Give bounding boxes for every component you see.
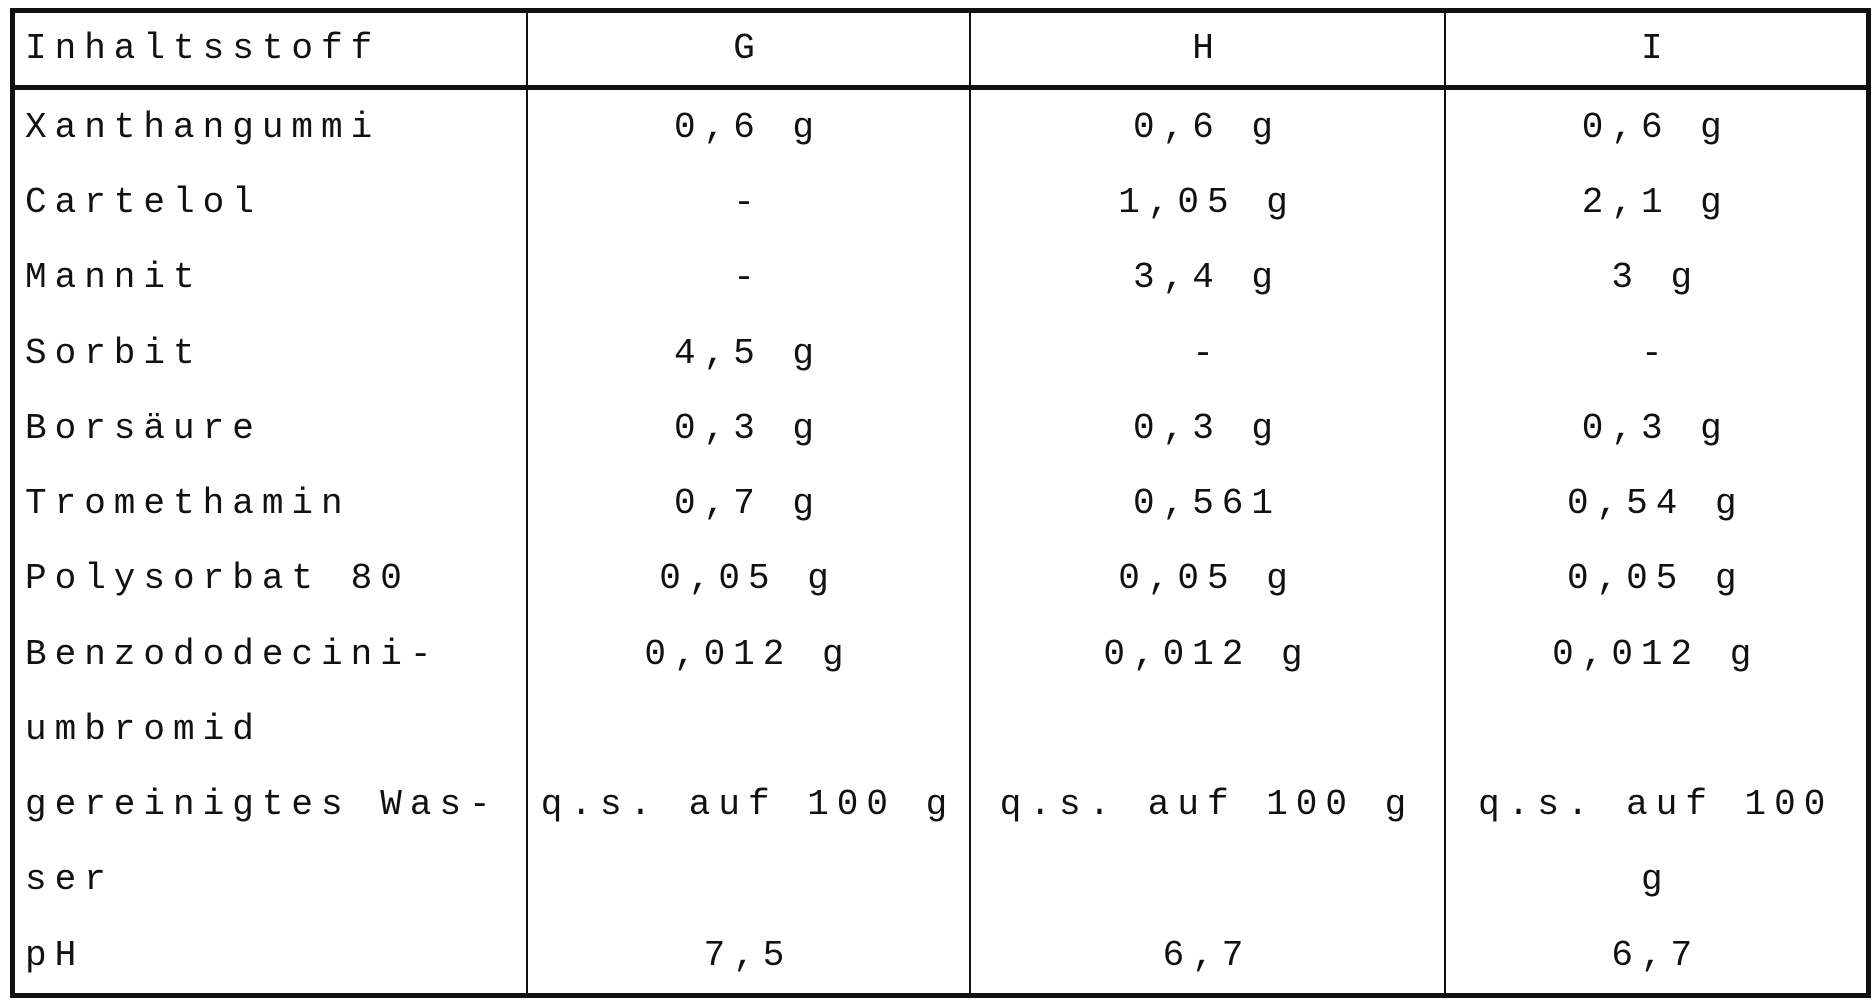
table-row: Benzododecini- umbromid0,012 g0,012 g0,0… [13,617,1869,767]
value-cell: 0,54 g [1445,466,1869,541]
value-cell: 6,7 [970,918,1445,996]
value-cell: 0,6 g [970,88,1445,166]
value-cell: 7,5 [527,918,970,996]
page: InhaltsstoffGHI Xanthangummi0,6 g0,6 g0,… [0,0,1876,1004]
value-cell: 0,012 g [527,617,970,767]
value-cell: 0,012 g [970,617,1445,767]
ingredient-cell: gereinigtes Was- ser [13,767,527,917]
table-row: pH7,56,76,7 [13,918,1869,996]
value-cell: - [1445,316,1869,391]
ingredient-cell: Tromethamin [13,466,527,541]
value-cell: 0,05 g [527,541,970,616]
value-cell: 6,7 [1445,918,1869,996]
value-cell: 0,3 g [970,391,1445,466]
ingredient-cell: Benzododecini- umbromid [13,617,527,767]
value-cell: 0,561 [970,466,1445,541]
ingredient-cell: pH [13,918,527,996]
value-cell: 1,05 g [970,165,1445,240]
value-cell: 2,1 g [1445,165,1869,240]
value-cell: 3 g [1445,240,1869,315]
ingredients-table: InhaltsstoffGHI Xanthangummi0,6 g0,6 g0,… [10,8,1871,998]
ingredient-cell: Cartelol [13,165,527,240]
header-cell: G [527,11,970,88]
value-cell: q.s. auf 100 g [527,767,970,917]
value-cell: q.s. auf 100 g [1445,767,1869,917]
ingredient-cell: Mannit [13,240,527,315]
value-cell: - [970,316,1445,391]
value-cell: q.s. auf 100 g [970,767,1445,917]
value-cell: 0,6 g [1445,88,1869,166]
table-row: Xanthangummi0,6 g0,6 g0,6 g [13,88,1869,166]
table-body: Xanthangummi0,6 g0,6 g0,6 gCartelol-1,05… [13,88,1869,996]
table-row: gereinigtes Was- serq.s. auf 100 gq.s. a… [13,767,1869,917]
header-cell: Inhaltsstoff [13,11,527,88]
header-cell: I [1445,11,1869,88]
table-row: Sorbit4,5 g-- [13,316,1869,391]
header-cell: H [970,11,1445,88]
ingredient-cell: Xanthangummi [13,88,527,166]
value-cell: 4,5 g [527,316,970,391]
ingredient-cell: Sorbit [13,316,527,391]
table-row: Cartelol-1,05 g2,1 g [13,165,1869,240]
value-cell: - [527,165,970,240]
ingredient-cell: Polysorbat 80 [13,541,527,616]
value-cell: 0,012 g [1445,617,1869,767]
value-cell: 0,6 g [527,88,970,166]
table-row: Borsäure0,3 g0,3 g0,3 g [13,391,1869,466]
value-cell: 0,05 g [970,541,1445,616]
ingredient-cell: Borsäure [13,391,527,466]
value-cell: 3,4 g [970,240,1445,315]
value-cell: 0,7 g [527,466,970,541]
table-row: Polysorbat 800,05 g0,05 g0,05 g [13,541,1869,616]
value-cell: - [527,240,970,315]
header-row: InhaltsstoffGHI [13,11,1869,88]
table-row: Mannit-3,4 g3 g [13,240,1869,315]
value-cell: 0,3 g [1445,391,1869,466]
value-cell: 0,05 g [1445,541,1869,616]
table-row: Tromethamin0,7 g0,5610,54 g [13,466,1869,541]
value-cell: 0,3 g [527,391,970,466]
